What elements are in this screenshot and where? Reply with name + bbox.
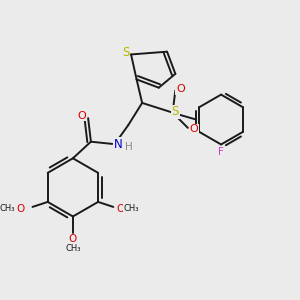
Text: N: N [113, 138, 122, 151]
Text: S: S [172, 105, 179, 118]
Text: CH₃: CH₃ [65, 244, 81, 253]
Text: CH₃: CH₃ [123, 204, 139, 213]
Text: O: O [176, 84, 185, 94]
Text: S: S [122, 46, 130, 59]
Text: H: H [125, 142, 133, 152]
Text: O: O [78, 111, 86, 121]
Text: O: O [17, 204, 25, 214]
Text: O: O [117, 204, 125, 214]
Text: O: O [69, 234, 77, 244]
Text: CH₃: CH₃ [0, 204, 15, 213]
Text: O: O [190, 124, 198, 134]
Text: F: F [218, 147, 224, 157]
